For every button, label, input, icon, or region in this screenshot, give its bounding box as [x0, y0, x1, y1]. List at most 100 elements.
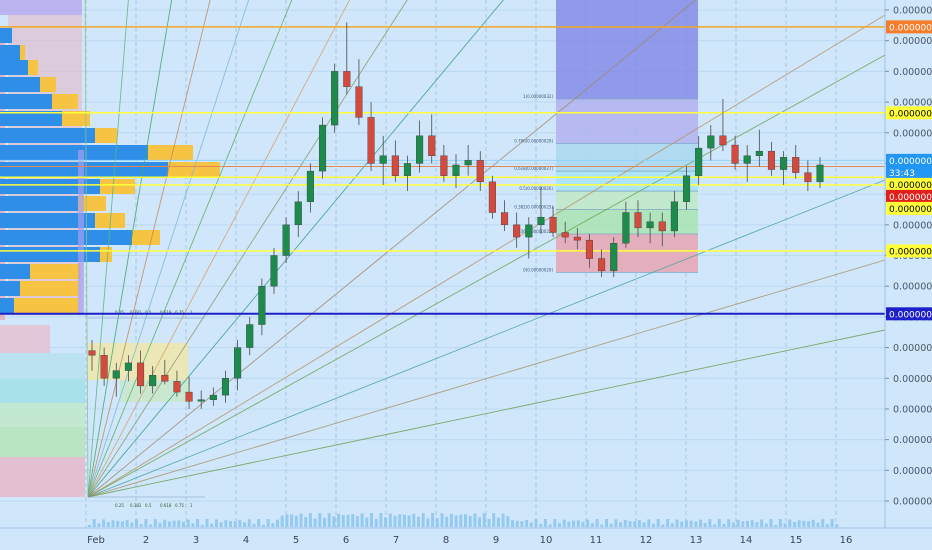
candle: [440, 155, 448, 176]
gann-fan[interactable]: 0.250.250.3820.3820.50.50.6180.6180.750.…: [84, 0, 885, 508]
y-tick-label: 0.00000006: [893, 497, 932, 508]
candle: [670, 201, 678, 232]
volume-bar: [652, 523, 655, 527]
volume-bar: [515, 520, 519, 527]
profile-bar-sell: [95, 213, 125, 228]
volume-bar: [694, 521, 698, 527]
fan-ratio-label: 0.5: [145, 310, 152, 315]
y-tick-label: 0.00000038: [893, 6, 932, 17]
candle: [185, 391, 193, 402]
fan-ratio-label: 0.618: [160, 310, 172, 315]
volume-bar: [379, 513, 383, 527]
y-tick-label: 0.00000020: [893, 282, 932, 293]
candle: [391, 155, 399, 176]
profile-bar-buy: [0, 247, 100, 262]
price-badge: [886, 201, 932, 215]
x-tick-label: 15: [790, 535, 803, 546]
fan-ratio-label: 0.75: [175, 503, 184, 508]
volume-bar: [637, 520, 641, 527]
fan-ratio-label: 0.75: [175, 310, 184, 315]
volume-bar: [186, 519, 190, 527]
price-badge: [886, 189, 932, 203]
volume-bar: [261, 524, 265, 527]
volume-bar: [130, 522, 134, 527]
volume-bar: [811, 519, 815, 527]
candle: [476, 160, 484, 183]
time-axis[interactable]: Feb 2 3 4 5 6 7 8 9 10 11 12 13 14 15 16: [87, 535, 852, 546]
candle: [537, 216, 545, 226]
volume-bar: [435, 518, 439, 527]
fib-level-label: 0(0.00000020): [523, 267, 553, 272]
profile-bar-buy: [0, 298, 14, 313]
volume-bar: [797, 520, 801, 527]
fib-level-label: 0.236(0.00000023): [514, 229, 553, 234]
fan-line: [84, 0, 89, 498]
volume-bar: [88, 525, 91, 527]
volume-bar: [360, 513, 364, 527]
candle: [780, 157, 788, 170]
candle: [646, 221, 654, 229]
candle: [221, 378, 230, 396]
profile-va-top: [0, 0, 82, 15]
fib-level-label: 0.618(0.00000027): [514, 166, 553, 171]
volume-bar: [219, 522, 223, 527]
volume-bar: [567, 521, 571, 527]
profile-bar-buy: [0, 264, 30, 279]
volume-bar: [741, 521, 745, 527]
fan-ratio-label: 0.25: [115, 310, 124, 315]
volume-bar: [534, 519, 538, 527]
x-tick-label: 5: [293, 535, 299, 546]
left-fib-zone: [0, 379, 85, 403]
profile-bar-sell: [62, 111, 90, 126]
volume-bar: [670, 523, 674, 527]
volume-bar: [144, 519, 148, 527]
volume-bar: [473, 513, 477, 527]
price-badge: [886, 106, 932, 120]
volume-bar: [708, 519, 712, 527]
volume-bar: [191, 523, 195, 527]
volume-bar: [746, 520, 749, 527]
profile-bar-buy: [0, 281, 20, 296]
volume-bar: [633, 521, 637, 527]
volume-bar: [398, 514, 402, 527]
left-fib-zone: [0, 457, 85, 497]
volume-bar: [496, 517, 500, 527]
fan-line: [87, 0, 293, 498]
volume-bar: [200, 524, 204, 527]
volume-bar: [384, 517, 388, 527]
volume-bar: [454, 515, 458, 527]
candle: [161, 374, 169, 382]
candle: [610, 243, 618, 272]
volume-bar: [830, 519, 834, 527]
fib-zone: [556, 191, 698, 210]
profile-bar-buy: [0, 111, 62, 126]
volume-bar: [421, 513, 425, 527]
volume-profile: [0, 0, 220, 320]
horizontal-levels[interactable]: [0, 26, 885, 315]
candle: [500, 212, 509, 226]
candle: [743, 155, 751, 164]
volume-bar: [558, 522, 561, 527]
fan-line: [87, 0, 350, 498]
volume-bar: [722, 524, 726, 527]
volume-bar: [280, 515, 284, 527]
price-badge: [886, 177, 932, 191]
plot-area[interactable]: 1(0.00000032) 0.786(0.00000029) 0.618(0.00…: [0, 0, 885, 528]
volume-bar: [205, 519, 209, 527]
volume-bar: [628, 521, 632, 527]
profile-bar-sell: [95, 128, 117, 143]
fan-ratio-label: 1: [190, 310, 193, 315]
volume-bar: [675, 519, 679, 527]
y-tick-label: 0.00000032: [893, 98, 932, 109]
fan-ratio-label: 0.382: [130, 310, 142, 315]
profile-bar-sell: [100, 247, 112, 262]
volume-bar: [825, 524, 829, 527]
x-tick-label: 16: [840, 535, 853, 546]
volume-bar: [97, 523, 101, 527]
volume-bar: [393, 515, 397, 527]
fib-level-label: 0.382(0.00000025): [514, 204, 553, 209]
volume-bar: [619, 522, 623, 527]
volume-bar: [412, 513, 416, 527]
